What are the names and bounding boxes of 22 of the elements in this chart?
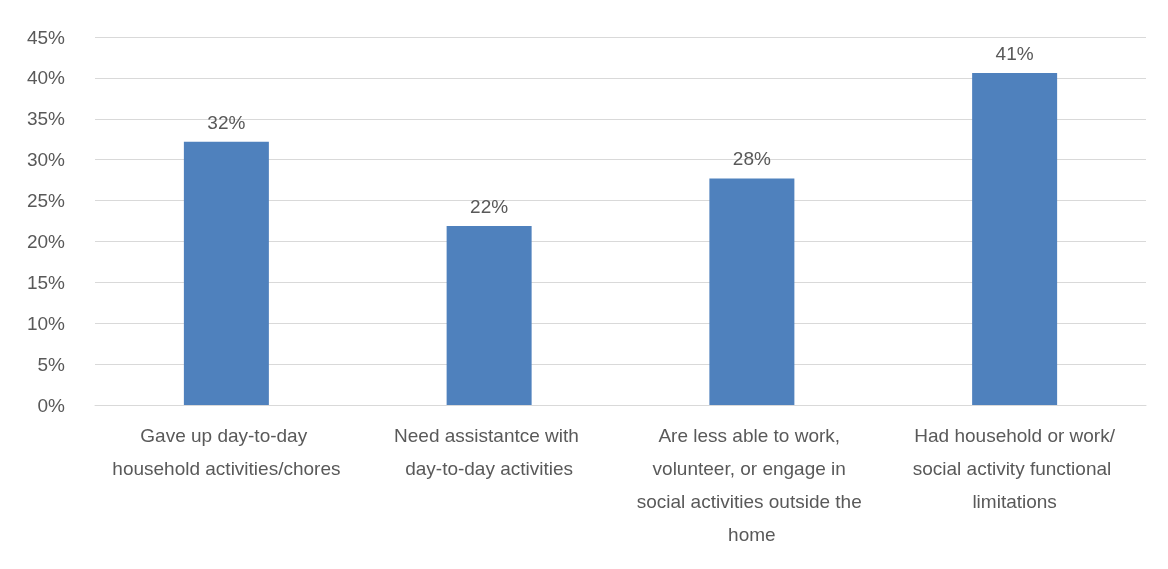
y-tick-label: 0% bbox=[37, 394, 66, 416]
y-tick-label: 10% bbox=[26, 312, 66, 334]
y-tick-label: 25% bbox=[26, 190, 66, 212]
y-tick-label: 45% bbox=[26, 26, 66, 48]
data-label: 41% bbox=[995, 42, 1034, 64]
data-label: 22% bbox=[470, 195, 509, 217]
x-tick-label: Are less able to work, volunteer, or engage in social activities outside the home bbox=[636, 425, 867, 545]
data-label: 32% bbox=[207, 111, 246, 133]
x-tick-label: Need assistantce with day-to-day activities bbox=[394, 425, 585, 479]
data-label: 28% bbox=[732, 148, 771, 170]
y-tick-label: 20% bbox=[26, 230, 66, 252]
y-tick-label: 35% bbox=[26, 108, 66, 130]
y-tick-label: 15% bbox=[26, 271, 66, 293]
bar bbox=[446, 225, 532, 405]
bar bbox=[709, 178, 795, 405]
y-tick-label: 40% bbox=[26, 67, 66, 89]
x-tick-label: Had household or work/social activity functional limitations bbox=[912, 425, 1117, 512]
x-tick-label: Gave up day-to-day household activities/chores bbox=[112, 425, 341, 479]
bar bbox=[972, 72, 1058, 405]
y-tick-label: 5% bbox=[37, 353, 66, 375]
y-tick-label: 30% bbox=[26, 149, 66, 171]
bar bbox=[183, 141, 269, 405]
